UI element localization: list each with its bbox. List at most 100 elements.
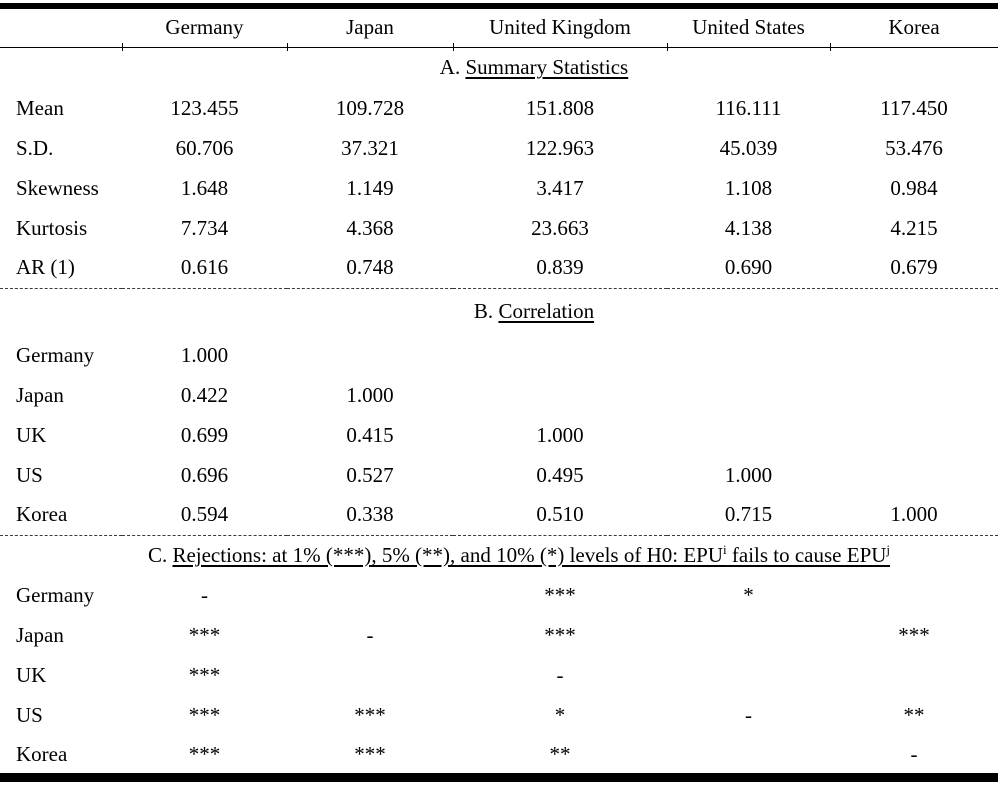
cell: -: [745, 702, 752, 727]
table-row-corr-us: US 0.696 0.527 0.495 1.000: [0, 455, 998, 495]
column-header-korea: Korea: [830, 9, 998, 48]
row-label: UK: [16, 422, 47, 447]
cell: *: [743, 582, 754, 607]
cell: 0.984: [890, 175, 938, 200]
column-header-row: Germany Japan United Kingdom United Stat…: [0, 9, 998, 48]
panel-c-header-row: C. Rejections: at 1% (***), 5% (**), and…: [0, 534, 998, 575]
cell: 0.415: [346, 422, 394, 447]
row-label: UK: [16, 662, 47, 687]
row-label: US: [16, 462, 43, 487]
cell: 7.734: [180, 215, 229, 240]
table-row-skewness: Skewness 1.648 1.149 3.417 1.108 0.984: [0, 168, 998, 208]
table-row-reject-us: US *** *** * - **: [0, 695, 998, 735]
column-tick: [122, 43, 123, 51]
cell: **: [549, 741, 571, 766]
cell: 0.696: [180, 462, 229, 487]
cell: [830, 575, 998, 615]
table-row-ar1: AR (1) 0.616 0.748 0.839 0.690 0.679: [0, 248, 998, 288]
table-row-corr-germany: Germany 1.000: [0, 335, 998, 375]
cell: 0.748: [346, 255, 394, 280]
cell: 23.663: [531, 215, 589, 240]
cell: 1.108: [724, 175, 773, 200]
cell: 0.527: [346, 462, 394, 487]
table-row-kurtosis: Kurtosis 7.734 4.368 23.663 4.138 4.215: [0, 208, 998, 248]
cell: 0.699: [180, 422, 229, 447]
cell: ***: [188, 741, 221, 766]
table-row-reject-uk: UK *** -: [0, 655, 998, 695]
cell: 116.111: [715, 95, 782, 120]
cell: [287, 655, 453, 695]
cell: 117.450: [880, 95, 948, 120]
cell: 151.808: [525, 95, 595, 120]
superscript-j: j: [886, 541, 891, 557]
cell: [830, 375, 998, 415]
cell: 109.728: [335, 95, 405, 120]
row-label: Mean: [16, 95, 64, 120]
cell: [667, 415, 830, 455]
cell: -: [201, 582, 208, 607]
table-row-corr-uk: UK 0.699 0.415 1.000: [0, 415, 998, 455]
panel-a-title: A. Summary Statistics: [0, 47, 998, 88]
row-label: Korea: [16, 502, 68, 527]
cell: 4.138: [724, 215, 773, 240]
cell: 4.368: [346, 215, 394, 240]
panel-c-title: C. Rejections: at 1% (***), 5% (**), and…: [0, 534, 998, 575]
top-rule: [0, 3, 998, 9]
column-header-united-states: United States: [667, 9, 830, 48]
cell: [453, 335, 667, 375]
table-row-corr-korea: Korea 0.594 0.338 0.510 0.715 1.000: [0, 495, 998, 535]
row-label: S.D.: [16, 135, 54, 160]
cell: 123.455: [170, 95, 239, 120]
cell: 0.679: [890, 255, 938, 280]
cell: *: [554, 702, 566, 727]
cell: ***: [188, 662, 221, 687]
cell: 0.616: [180, 255, 229, 280]
cell: 122.963: [525, 135, 595, 160]
cell: 1.000: [346, 382, 394, 407]
cell: [453, 375, 667, 415]
row-label: Skewness: [16, 175, 99, 200]
cell: ***: [898, 622, 930, 647]
panel-b-label: B.: [473, 299, 494, 324]
row-label: Kurtosis: [16, 215, 88, 240]
column-tick: [453, 43, 454, 51]
table-row-reject-korea: Korea *** *** ** -: [0, 735, 998, 773]
cell: [830, 335, 998, 375]
cell: **: [903, 702, 925, 727]
column-tick: [830, 43, 831, 51]
cell: [287, 335, 453, 375]
table-row-mean: Mean 123.455 109.728 151.808 116.111 117…: [0, 88, 998, 128]
cell: 0.715: [724, 502, 773, 527]
row-label: AR (1): [16, 255, 75, 280]
cell: -: [366, 622, 374, 647]
cell: [830, 455, 998, 495]
cell: 0.510: [536, 502, 584, 527]
row-label: Germany: [16, 582, 95, 607]
panel-c-title-segment: Rejections: at 1% (***), 5% (**), and 10…: [172, 542, 723, 567]
epu-statistics-table: Germany Japan United Kingdom United Stat…: [0, 9, 998, 773]
column-tick: [287, 43, 288, 51]
row-label: US: [16, 702, 43, 727]
cell: [287, 575, 453, 615]
cell: 3.417: [536, 175, 584, 200]
cell: 0.690: [724, 255, 773, 280]
cell: ***: [544, 582, 576, 607]
cell: 1.000: [890, 502, 938, 527]
cell: ***: [544, 622, 576, 647]
row-label: Germany: [16, 342, 95, 367]
panel-a-title-text: Summary Statistics: [465, 55, 629, 80]
cell: [667, 735, 830, 773]
cell: [667, 335, 830, 375]
cell: [830, 655, 998, 695]
table-row-corr-japan: Japan 0.422 1.000: [0, 375, 998, 415]
cell: ***: [188, 702, 221, 727]
column-header-united-kingdom: United Kingdom: [453, 9, 667, 48]
cell: 1.000: [536, 422, 584, 447]
cell: [667, 655, 830, 695]
cell: 37.321: [341, 135, 399, 160]
cell: 1.000: [180, 342, 229, 367]
panel-b-header-row: B. Correlation: [0, 287, 998, 335]
cell: -: [910, 741, 918, 766]
table-row-reject-japan: Japan *** - *** ***: [0, 615, 998, 655]
panel-c-title-segment: fails to cause EPU: [726, 542, 887, 567]
